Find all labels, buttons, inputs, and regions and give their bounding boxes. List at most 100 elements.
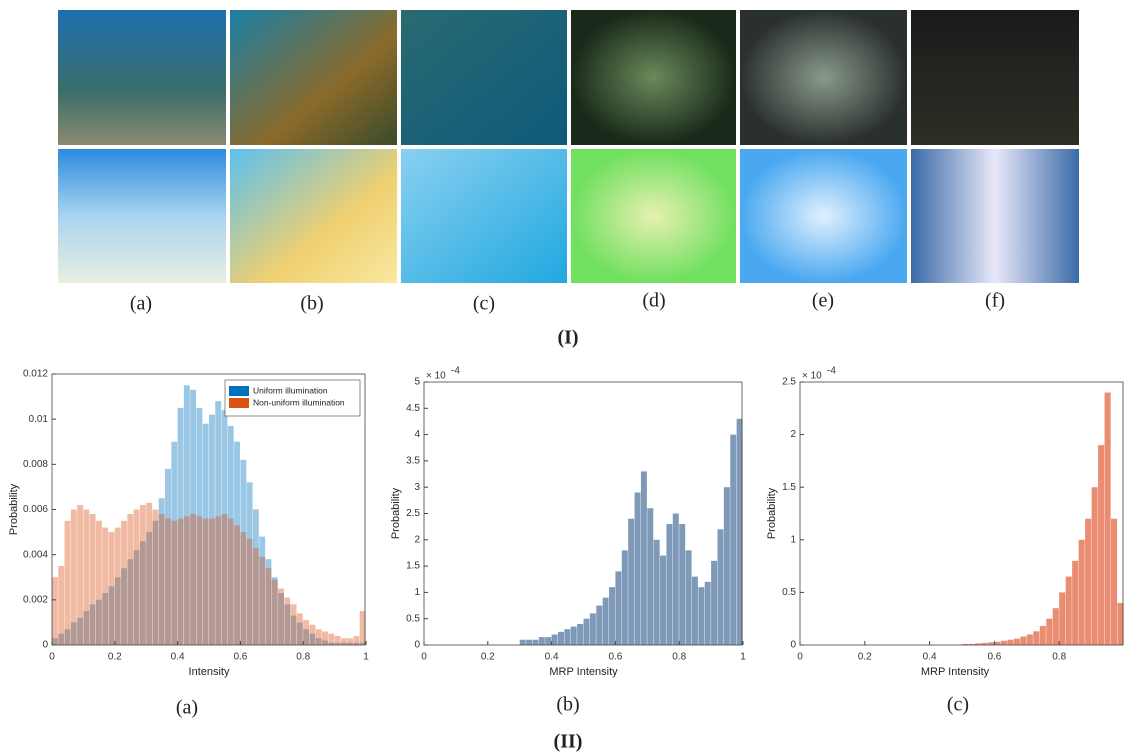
- bar: [603, 598, 609, 645]
- x-tick-label: 0.6: [233, 652, 247, 663]
- caption: (c): [473, 293, 495, 315]
- bar: [71, 510, 77, 646]
- bar: [171, 521, 177, 645]
- image: [401, 149, 567, 283]
- x-tick-label: 0: [421, 652, 427, 663]
- figure: (a) (b) (c) (d) (e) (f) (I) (a) (b) (c) …: [0, 0, 1124, 755]
- y-exponent-power: -4: [451, 366, 460, 377]
- bar: [335, 636, 341, 645]
- bar: [353, 636, 359, 645]
- x-tick-label: 0.2: [108, 652, 122, 663]
- bar: [1072, 561, 1078, 645]
- bar: [552, 634, 558, 645]
- image: [740, 149, 907, 283]
- bar: [1085, 519, 1091, 645]
- y-exponent-power: -4: [827, 366, 836, 377]
- bar: [328, 634, 334, 645]
- bar: [109, 532, 115, 645]
- caption: (a): [176, 697, 198, 719]
- bar: [609, 587, 615, 645]
- y-tick-label: 0: [42, 640, 48, 651]
- image: [58, 10, 226, 145]
- bar: [692, 577, 698, 645]
- bar: [558, 632, 564, 645]
- y-tick-label: 0.008: [23, 459, 48, 470]
- x-axis-label: MRP Intensity: [921, 666, 990, 678]
- x-tick-label: 0.2: [858, 652, 872, 663]
- bar: [526, 640, 532, 645]
- bar: [1066, 577, 1072, 645]
- bar: [316, 629, 322, 645]
- bar: [1111, 519, 1117, 645]
- x-tick-label: 0.6: [987, 652, 1001, 663]
- y-axis-label: Probability: [766, 487, 778, 539]
- bar: [165, 519, 171, 645]
- bar: [152, 510, 158, 646]
- bar: [209, 519, 215, 645]
- bar: [146, 503, 152, 645]
- bar: [584, 619, 590, 645]
- y-tick-label: 1.5: [782, 482, 796, 493]
- bar: [1098, 445, 1104, 645]
- x-axis-label: Intensity: [189, 666, 230, 678]
- y-tick-label: 1: [790, 534, 796, 545]
- y-tick-label: 3.5: [406, 456, 420, 467]
- chart: 00.20.40.60.800.511.522.5MRP IntensityPr…: [766, 366, 1124, 678]
- bar: [532, 640, 538, 645]
- bar: [159, 514, 165, 645]
- y-exponent-base: × 10: [802, 371, 822, 382]
- x-tick-label: 0.8: [296, 652, 310, 663]
- image: [571, 149, 736, 283]
- bar: [234, 525, 240, 645]
- bar: [121, 521, 127, 645]
- bar: [1001, 641, 1007, 645]
- y-tick-label: 2: [414, 534, 420, 545]
- bar: [347, 638, 353, 645]
- y-tick-label: 0.006: [23, 504, 48, 515]
- y-tick-label: 1.5: [406, 561, 420, 572]
- bar: [190, 514, 196, 645]
- bar: [1014, 639, 1020, 645]
- bar: [1020, 637, 1026, 645]
- bar: [711, 561, 717, 645]
- y-axis-label: Probability: [390, 487, 402, 539]
- image: [401, 10, 567, 145]
- bar: [615, 571, 621, 645]
- bar: [641, 471, 647, 645]
- bar: [520, 640, 526, 645]
- bar: [1046, 619, 1052, 645]
- caption: (b): [300, 293, 323, 315]
- bar: [322, 631, 328, 645]
- x-tick-label: 0.2: [481, 652, 495, 663]
- bar: [297, 613, 303, 645]
- bar: [622, 550, 628, 645]
- bar: [115, 528, 121, 645]
- legend-swatch: [229, 386, 249, 396]
- bar: [203, 519, 209, 645]
- bar: [596, 606, 602, 645]
- bar: [83, 510, 89, 646]
- y-tick-label: 1: [414, 587, 420, 598]
- bar: [1033, 631, 1039, 645]
- bar: [77, 505, 83, 645]
- bar: [228, 519, 234, 645]
- y-exponent-base: × 10: [426, 371, 446, 382]
- y-tick-label: 0.004: [23, 549, 48, 560]
- legend-label: Uniform illumination: [253, 385, 328, 395]
- image: [740, 10, 907, 145]
- bar: [222, 514, 228, 645]
- caption: (e): [812, 290, 834, 312]
- caption: (a): [130, 293, 152, 315]
- x-tick-label: 0: [797, 652, 803, 663]
- bar: [1092, 487, 1098, 645]
- bar: [90, 514, 96, 645]
- bar: [679, 524, 685, 645]
- x-tick-label: 0.8: [672, 652, 686, 663]
- y-tick-label: 0: [790, 640, 796, 651]
- bar: [178, 519, 184, 645]
- bar: [724, 487, 730, 645]
- bar: [686, 550, 692, 645]
- bar: [730, 435, 736, 645]
